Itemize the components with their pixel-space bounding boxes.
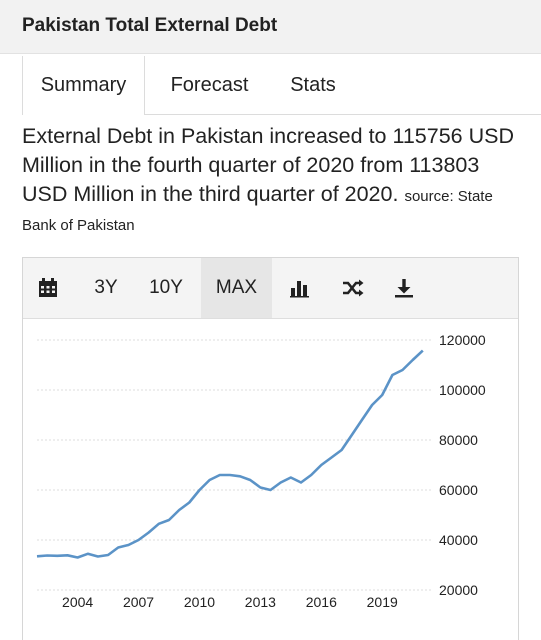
y-tick-label: 60000 xyxy=(439,482,478,498)
y-tick-label: 20000 xyxy=(439,582,478,598)
y-tick-label: 40000 xyxy=(439,532,478,548)
x-tick-label: 2013 xyxy=(245,594,276,610)
range-10y-button[interactable]: 10Y xyxy=(149,277,183,298)
tab-summary[interactable]: Summary xyxy=(22,56,145,115)
x-tick-label: 2019 xyxy=(367,594,398,610)
description: External Debt in Pakistan increased to 1… xyxy=(22,122,527,211)
page-title: Pakistan Total External Debt xyxy=(22,15,278,36)
bar-chart-icon[interactable] xyxy=(285,258,315,318)
source-prefix: source: State xyxy=(404,188,493,205)
source-suffix[interactable]: Bank of Pakistan xyxy=(22,217,135,234)
y-tick-label: 80000 xyxy=(439,432,478,448)
x-tick-label: 2007 xyxy=(123,594,154,610)
external-debt-line-chart: 20000 40000 60000 80000 100000 120000 2004 2007… xyxy=(36,332,486,610)
calendar-icon[interactable] xyxy=(33,258,63,318)
y-tick-label: 120000 xyxy=(439,332,486,348)
tab-bar: Summary Forecast Stats xyxy=(22,56,541,115)
y-tick-label: 100000 xyxy=(439,382,486,398)
chart-panel: 3Y 10Y MAX 2000 xyxy=(22,257,519,640)
shuffle-icon[interactable] xyxy=(337,258,369,318)
chart-toolbar: 3Y 10Y MAX xyxy=(23,258,518,319)
tab-forecast[interactable]: Forecast xyxy=(170,74,249,96)
description-text: External Debt in Pakistan increased to 1… xyxy=(22,124,514,206)
x-tick-label: 2016 xyxy=(306,594,337,610)
x-tick-label: 2004 xyxy=(62,594,93,610)
page-header: Pakistan Total External Debt xyxy=(0,0,541,54)
series-line xyxy=(36,349,424,559)
tab-stats[interactable]: Stats xyxy=(290,74,336,96)
download-icon[interactable] xyxy=(389,258,419,318)
range-max-button[interactable]: MAX xyxy=(201,258,272,318)
range-3y-button[interactable]: 3Y xyxy=(94,277,118,298)
x-tick-label: 2010 xyxy=(184,594,215,610)
